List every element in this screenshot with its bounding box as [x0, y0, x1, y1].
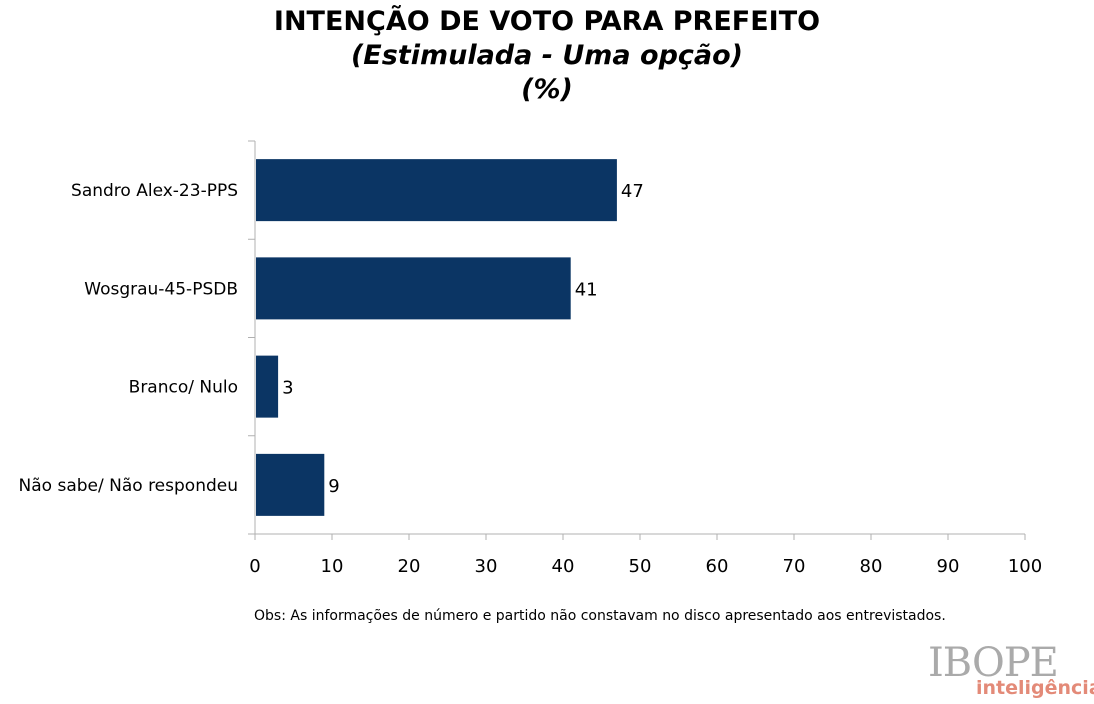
- bar-chart: 0 10 20 30 40 50 60 70 80 90 100 Sandro Alex-23-PPS…: [19, 140, 1042, 577]
- ibope-logo-tagline: inteligência: [976, 677, 1094, 699]
- x-tick-label: 10: [321, 556, 344, 577]
- category-label: Não sabe/ Não respondeu: [19, 476, 238, 496]
- chart-title: INTENÇÃO DE VOTO PARA PREFEITO: [273, 6, 821, 37]
- chart-subtitle: (Estimulada - Uma opção): [350, 40, 744, 71]
- category-label: Sandro Alex-23-PPS: [71, 181, 238, 201]
- x-tick-label: 100: [1008, 556, 1042, 577]
- data-label: 41: [575, 279, 598, 300]
- data-label: 47: [621, 181, 644, 202]
- x-tick-label: 40: [552, 556, 575, 577]
- data-label: 3: [282, 378, 293, 399]
- bar: [256, 257, 571, 320]
- category-label: Wosgrau-45-PSDB: [84, 279, 238, 299]
- x-tick-label: 60: [706, 556, 729, 577]
- ibope-logo: IBOPE: [928, 640, 1059, 686]
- x-tick-label: 90: [937, 556, 960, 577]
- x-tick-label: 50: [629, 556, 652, 577]
- chart-unit: (%): [521, 74, 573, 105]
- bar: [256, 355, 279, 418]
- bar: [256, 159, 617, 222]
- footnote: Obs: As informações de número e partido …: [254, 608, 946, 624]
- x-tick-label: 30: [475, 556, 498, 577]
- x-tick-label: 20: [398, 556, 421, 577]
- x-tick-label: 70: [783, 556, 806, 577]
- x-tick-label: 80: [860, 556, 883, 577]
- data-label: 9: [328, 476, 339, 497]
- category-label: Branco/ Nulo: [129, 378, 238, 398]
- bar: [256, 453, 325, 516]
- x-tick-label: 0: [249, 556, 260, 577]
